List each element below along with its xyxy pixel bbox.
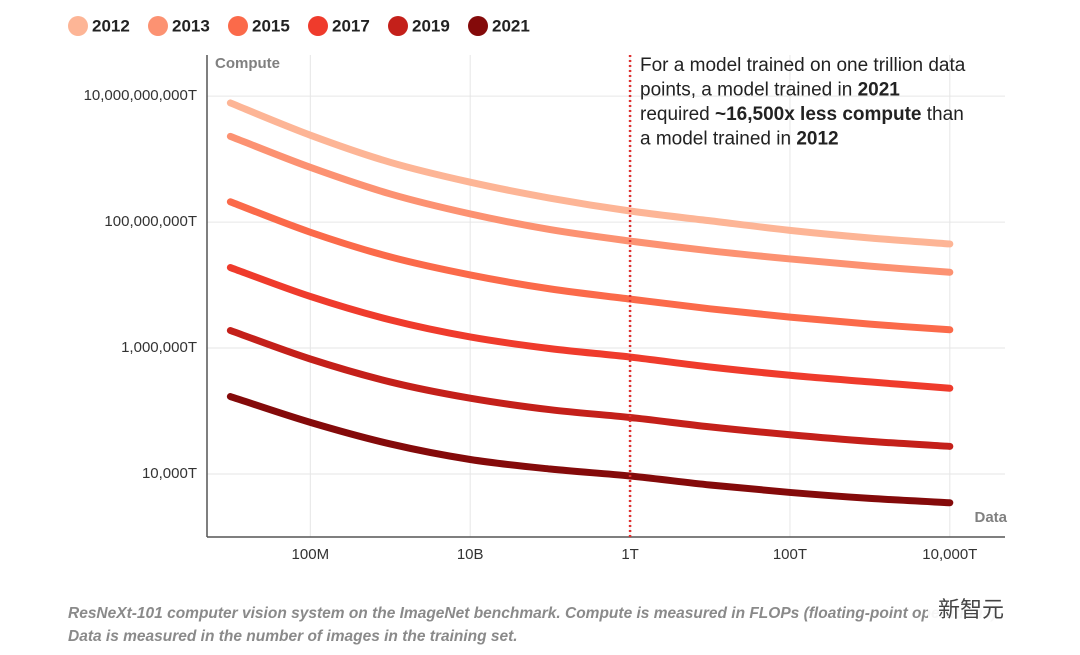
legend-label: 2017 [332,16,370,35]
annotation: points, a model trained in 2021 [640,80,900,101]
chart: Compute Data 10,000T 1,000,000T 100,000,00… [68,16,1008,563]
y-tick-label: 10,000T [142,465,197,482]
legend-label: 2019 [412,16,450,35]
legend-label: 2012 [92,16,130,35]
annotation-run: For a model trained on one trillion data [640,55,966,76]
annotation-run: a model trained in [640,129,796,150]
x-tick-label: 10B [457,546,484,563]
y-axis-title: Compute [215,55,280,72]
annotation-run: 2021 [858,80,901,101]
annotation-run: 2012 [796,129,838,150]
annotation-run: ~16,500x less compute [715,104,922,125]
legend-label: 2013 [172,16,210,35]
annotation-run: than [922,104,964,125]
annotation: a model trained in 2012 [640,129,839,150]
annotation-run: required [640,104,715,125]
legend-swatch [68,16,88,36]
y-tick-label: 1,000,000T [121,339,197,356]
watermark: 新智元 [928,590,1015,626]
annotation: For a model trained on one trillion data [640,55,966,76]
y-tick-label: 100,000,000T [104,213,197,230]
x-tick-label: 100T [773,546,807,563]
legend-swatch [468,16,488,36]
legend-swatch [148,16,168,36]
x-tick-label: 1T [621,546,639,563]
series-line [226,198,954,334]
series-line [226,99,954,248]
y-tick-label: 10,000,000,000T [84,87,197,104]
annotation-run: points, a model trained in [640,80,858,101]
x-axis-title: Data [974,509,1007,526]
x-tick-label: 100M [292,546,330,563]
series-line [226,264,954,392]
legend-swatch [308,16,328,36]
legend-label: 2015 [252,16,290,35]
legend-swatch [228,16,248,36]
series-line [226,393,954,507]
series-line [226,327,954,450]
caption: ResNeXt-101 computer vision system on th… [68,605,1001,645]
x-tick-label: 10,000T [922,546,977,563]
series-line [226,132,954,276]
annotation: required ~16,500x less compute than [640,104,964,125]
legend-label: 2021 [492,16,530,35]
legend-swatch [388,16,408,36]
